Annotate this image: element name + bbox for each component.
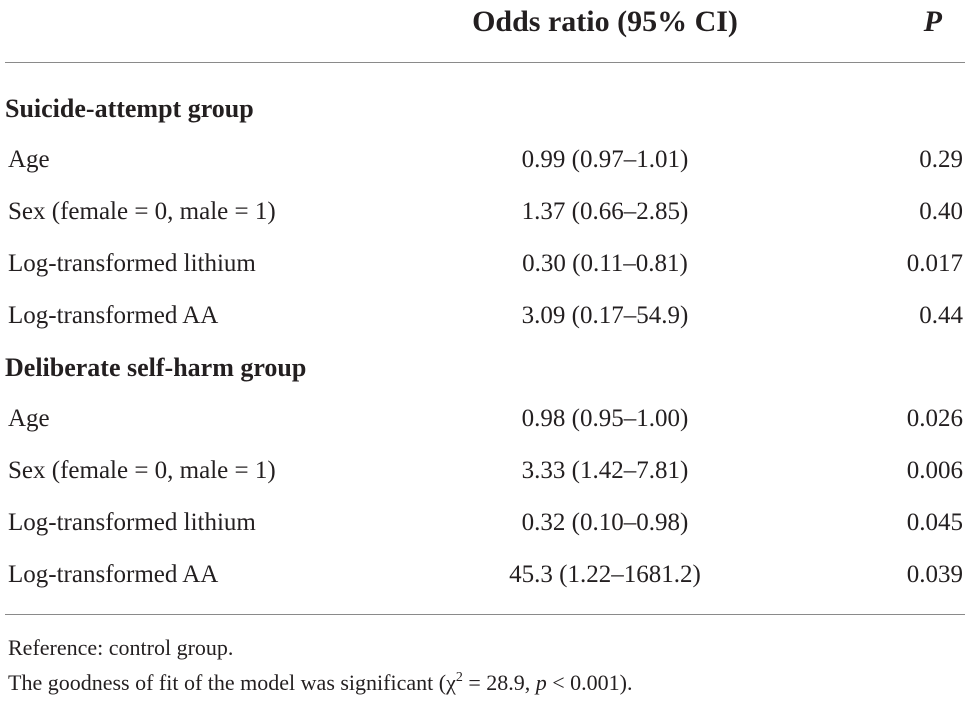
- odds-ratio-cell: 0.30 (0.11–0.81): [522, 250, 688, 277]
- odds-ratio-cell: 0.98 (0.95–1.00): [521, 405, 689, 432]
- variable-cell: Age: [8, 405, 50, 432]
- table-row: Age 0.99 (0.97–1.01) 0.29: [0, 143, 971, 177]
- group-label-deliberate-self-harm: Deliberate self-harm group: [5, 353, 307, 382]
- p-value-cell: 0.40: [919, 198, 963, 225]
- header-odds-ratio: Odds ratio (95% CI): [472, 5, 738, 38]
- odds-ratio-cell: 3.33 (1.42–7.81): [521, 457, 689, 484]
- p-value-cell: 0.045: [906, 509, 963, 536]
- table-row: Sex (female = 0, male = 1) 1.37 (0.66–2.…: [0, 195, 971, 229]
- fit-p-symbol: p: [535, 670, 547, 695]
- p-value-cell: 0.29: [919, 146, 963, 173]
- variable-cell: Log-transformed AA: [8, 561, 219, 588]
- table-row: Log-transformed AA 45.3 (1.22–1681.2) 0.…: [0, 558, 971, 592]
- table-row: Log-transformed lithium 0.32 (0.10–0.98)…: [0, 506, 971, 540]
- variable-cell: Sex (female = 0, male = 1): [8, 457, 276, 484]
- header-p-value: P: [923, 5, 942, 38]
- p-value-cell: 0.026: [906, 405, 963, 432]
- fit-suffix: < 0.001).: [546, 670, 633, 695]
- p-value-cell: 0.017: [906, 250, 963, 277]
- header-rule: [5, 62, 965, 63]
- odds-ratio-cell: 45.3 (1.22–1681.2): [509, 561, 701, 588]
- group-label-suicide-attempt: Suicide-attempt group: [5, 94, 254, 123]
- variable-cell: Log-transformed lithium: [8, 250, 256, 277]
- odds-ratio-cell: 1.37 (0.66–2.85): [521, 198, 689, 225]
- footnote-reference: Reference: control group.: [8, 635, 234, 660]
- p-value-cell: 0.44: [919, 302, 963, 329]
- table-row: Log-transformed lithium 0.30 (0.11–0.81)…: [0, 247, 971, 281]
- footnote-model-fit: The goodness of fit of the model was sig…: [8, 668, 633, 698]
- variable-cell: Sex (female = 0, male = 1): [8, 198, 276, 225]
- variable-cell: Log-transformed AA: [8, 302, 219, 329]
- odds-ratio-cell: 0.32 (0.10–0.98): [521, 509, 689, 536]
- fit-prefix: The goodness of fit of the model was sig…: [8, 670, 456, 695]
- table-row: Sex (female = 0, male = 1) 3.33 (1.42–7.…: [0, 454, 971, 488]
- chi-square-exponent: 2: [455, 670, 463, 685]
- variable-cell: Log-transformed lithium: [8, 509, 256, 536]
- table-header: Odds ratio (95% CI) P: [0, 0, 971, 62]
- table-row: Log-transformed AA 3.09 (0.17–54.9) 0.44: [0, 299, 971, 333]
- fit-mid: = 28.9,: [462, 670, 536, 695]
- p-value-cell: 0.039: [906, 561, 963, 588]
- p-value-cell: 0.006: [906, 457, 963, 484]
- table-row: Age 0.98 (0.95–1.00) 0.026: [0, 402, 971, 436]
- footer-rule: [5, 614, 965, 615]
- odds-ratio-cell: 0.99 (0.97–1.01): [521, 146, 689, 173]
- variable-cell: Age: [8, 146, 50, 173]
- odds-ratio-cell: 3.09 (0.17–54.9): [521, 302, 689, 329]
